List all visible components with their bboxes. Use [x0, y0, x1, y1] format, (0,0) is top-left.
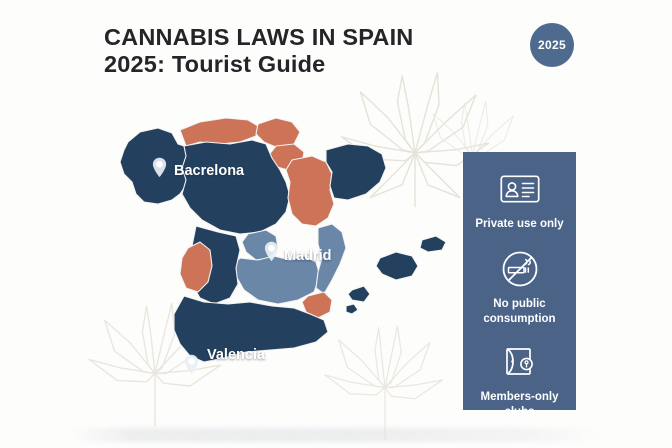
year-badge-label: 2025	[538, 38, 566, 52]
id-card-icon	[498, 169, 542, 209]
legend-panel: Private use only No public consumption	[463, 152, 576, 418]
legend-item-private-use: Private use only	[463, 169, 576, 231]
spain-map	[80, 100, 480, 410]
title-line-2: 2025: Tourist Guide	[104, 51, 326, 78]
city-label: Valencia	[207, 346, 266, 363]
legend-label-line-1: Members-only	[480, 391, 559, 404]
map-region	[325, 143, 387, 201]
city-marker-valencia: Valencia	[184, 344, 266, 375]
legend-item-members-only-clubs: Members-only clubs	[463, 342, 576, 419]
map-island	[419, 235, 447, 253]
page-title: CANNABIS LAWS IN SPAIN 2025: Tourist Gui…	[104, 24, 504, 79]
bottom-blur-artifact	[70, 428, 600, 442]
year-badge: 2025	[530, 23, 574, 67]
legend-label-line-1: No public	[493, 298, 546, 311]
map-region	[179, 117, 259, 147]
map-region	[285, 155, 335, 227]
title-line-1: CANNABIS LAWS IN SPAIN	[104, 24, 414, 50]
door-lock-icon	[498, 342, 542, 382]
legend-item-no-public-consumption: No public consumption	[463, 249, 576, 326]
legend-label: Members-only clubs	[470, 390, 570, 419]
legend-label-line-2: consumption	[483, 312, 556, 325]
legend-label: No public consumption	[470, 297, 570, 326]
map-region	[233, 255, 321, 305]
map-region	[179, 241, 213, 293]
map-region	[315, 223, 347, 295]
map-island	[375, 251, 419, 281]
city-label: Madrid	[284, 247, 332, 264]
legend-label: Private use only	[475, 218, 564, 230]
city-marker-madrid: Madrid	[264, 241, 332, 266]
map-region	[181, 139, 291, 235]
city-label: Bacrelona	[174, 162, 245, 179]
map-region	[173, 295, 329, 363]
map-region	[301, 291, 333, 319]
legend-label-line-2: clubs	[504, 405, 535, 418]
map-pin-icon	[184, 354, 199, 375]
no-smoking-icon	[498, 249, 542, 289]
map-pin-icon	[152, 157, 167, 178]
map-pin-icon	[264, 241, 279, 262]
city-marker-barcelona: Bacrelona	[152, 157, 245, 181]
map-island	[347, 285, 371, 303]
map-island	[345, 303, 359, 315]
